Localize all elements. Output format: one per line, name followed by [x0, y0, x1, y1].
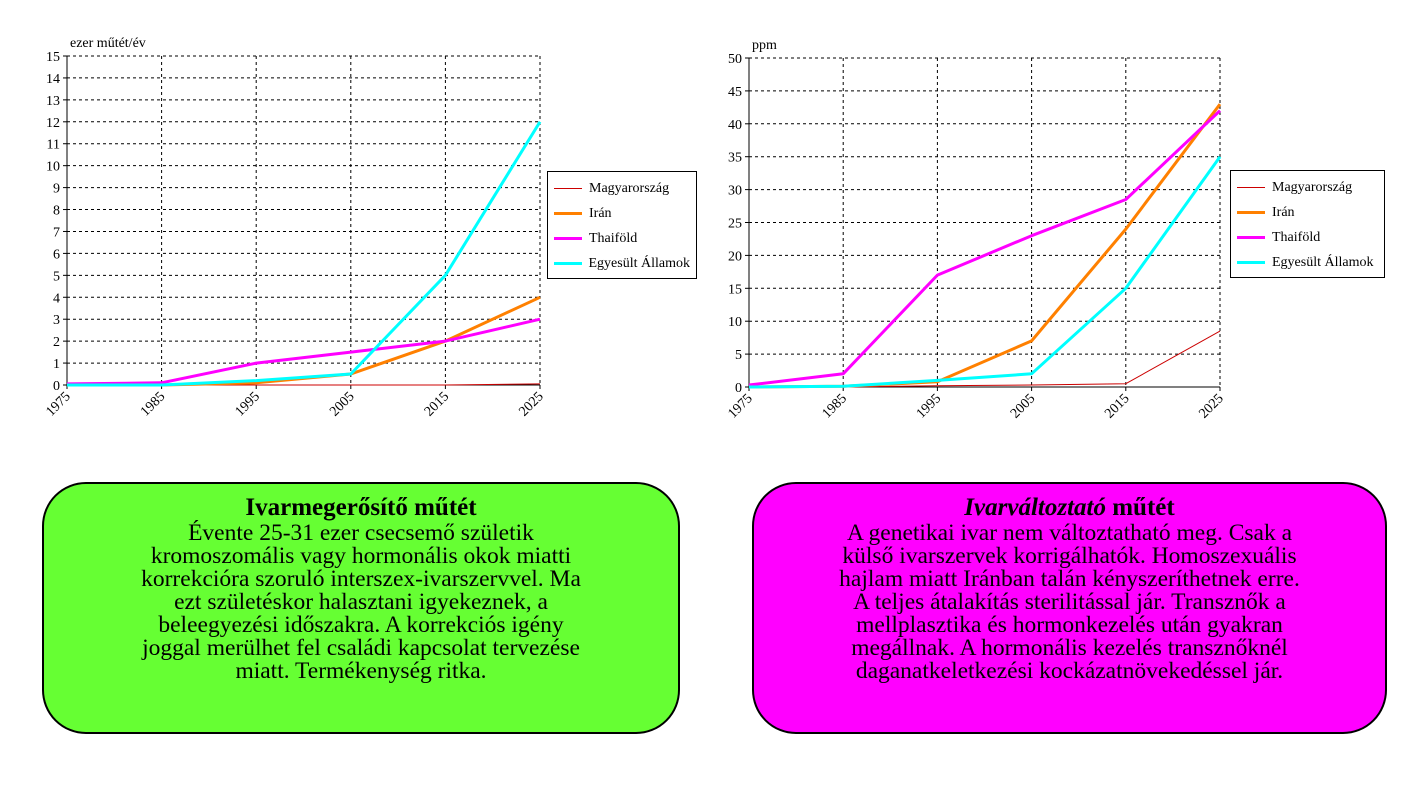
series-line: [748, 109, 1222, 387]
y-tick-label: 0: [735, 381, 742, 396]
x-tick-label: 2025: [1196, 391, 1226, 421]
legend-swatch: [554, 188, 582, 189]
box-line: daganatkeletkezési kockázatnövekedéssel …: [855, 658, 1284, 684]
box-line: hajlam miatt Iránban talán kényszeríthet…: [839, 566, 1300, 592]
legend-label: Magyarország: [589, 180, 670, 196]
y-tick-label: 6: [53, 247, 60, 262]
y-tick-label: 5: [735, 348, 742, 363]
legend-right: Magyarország Irán Thaiföld Egyesült Államok: [1230, 170, 1385, 278]
legend-swatch: [554, 212, 582, 215]
box-body: A genetikai ivar nem változtatható meg. …: [778, 520, 1361, 684]
info-box-sex-reassignment: Ivarváltoztató műtét A genetikai ivar ne…: [752, 482, 1387, 734]
box-line: megállnak. A hormonális kezelés transznő…: [851, 635, 1288, 661]
y-tick-label: 40: [728, 118, 742, 133]
legend-label: Irán: [1272, 204, 1295, 220]
series-line: [748, 155, 1222, 389]
legend-item: Thaiföld: [554, 226, 690, 251]
x-tick-label: 1985: [138, 389, 168, 419]
y-tick-label: 4: [53, 291, 60, 306]
x-tick-label: 2005: [327, 389, 357, 419]
x-tick-label: 1985: [820, 391, 850, 421]
legend-label: Thaiföld: [589, 230, 638, 246]
series-line: [67, 121, 542, 387]
legend-item: Irán: [1237, 200, 1378, 225]
legend-item: Irán: [554, 201, 690, 226]
box-title: Ivarváltoztató műtét: [778, 494, 1361, 522]
legend-swatch: [554, 237, 582, 240]
x-tick-label: 2015: [1102, 391, 1132, 421]
info-box-gender-affirming: Ivarmegerősítő műtét Évente 25-31 ezer c…: [42, 482, 680, 734]
box-title: Ivarmegerősítő műtét: [245, 494, 477, 521]
legend-swatch: [1237, 236, 1265, 239]
y-tick-label: 11: [47, 138, 60, 153]
series-line: [748, 103, 1222, 389]
y-tick-label: 5: [53, 269, 60, 284]
legend-item: Thaiföld: [1237, 225, 1378, 250]
y-tick-label: 35: [728, 151, 742, 166]
legend-swatch: [1237, 211, 1265, 214]
y-tick-label: 3: [53, 313, 60, 328]
box-title-rest: műtét: [1105, 494, 1175, 521]
y-tick-label: 10: [728, 315, 742, 330]
legend-label: Magyarország: [1272, 179, 1353, 195]
box-body: Évente 25-31 ezer csecsemő születik krom…: [68, 520, 654, 684]
box-line: joggal merülhet fel családi kapcsolat te…: [142, 635, 580, 661]
y-tick-label: 9: [53, 182, 60, 197]
box-line: A teljes átalakítás sterilitással jár. T…: [853, 589, 1286, 615]
y-tick-label: 0: [53, 379, 60, 394]
series-line: [749, 330, 1221, 388]
legend-item: Magyarország: [1237, 175, 1378, 200]
y-axis-label: ezer műtét/év: [70, 36, 146, 51]
legend-item: Magyarország: [554, 176, 690, 201]
y-tick-label: 12: [46, 116, 60, 131]
x-tick-label: 1975: [43, 389, 73, 419]
y-tick-label: 10: [46, 160, 60, 175]
legend-label: Thaiföld: [1272, 229, 1321, 245]
y-tick-label: 30: [728, 184, 742, 199]
box-line: mellplasztika és hormonkezelés után gyak…: [856, 612, 1283, 638]
legend-swatch: [1237, 261, 1265, 264]
x-tick-label: 2015: [422, 389, 452, 419]
y-axis-label: ppm: [752, 38, 777, 53]
x-tick-label: 1975: [725, 391, 755, 421]
x-tick-label: 1995: [233, 389, 263, 419]
box-line: beleegyezési időszakra. A korrekciós igé…: [158, 612, 564, 638]
box-line: külső ivarszervek korrigálhatók. Homosze…: [842, 543, 1297, 569]
y-tick-label: 15: [728, 282, 742, 297]
y-tick-label: 2: [53, 335, 60, 350]
y-tick-label: 20: [728, 249, 742, 264]
legend-left: Magyarország Irán Thaiföld Egyesült Államok: [547, 171, 697, 279]
legend-swatch: [1237, 187, 1265, 188]
legend-item: Egyesült Államok: [1237, 250, 1378, 275]
y-tick-label: 50: [728, 52, 742, 67]
y-tick-label: 1: [53, 357, 60, 372]
y-tick-label: 25: [728, 217, 742, 232]
x-tick-label: 1995: [914, 391, 944, 421]
y-tick-label: 8: [53, 204, 60, 219]
box-line: ezt születéskor halasztani igyekeznek, a: [174, 589, 548, 615]
y-tick-label: 45: [728, 85, 742, 100]
box-line: miatt. Termékenység ritka.: [235, 658, 487, 684]
legend-label: Irán: [589, 205, 612, 221]
box-line: kromoszomális vagy hormonális okok miatt…: [150, 543, 572, 569]
box-line: Évente 25-31 ezer csecsemő születik: [188, 520, 534, 546]
legend-swatch: [554, 262, 582, 265]
y-tick-label: 7: [53, 225, 60, 240]
x-tick-label: 2025: [516, 389, 546, 419]
legend-label: Egyesült Államok: [1272, 254, 1374, 270]
y-tick-label: 15: [46, 50, 60, 65]
y-tick-label: 14: [46, 72, 60, 87]
box-title-italic: Ivarváltoztató: [964, 494, 1106, 521]
legend-item: Egyesült Államok: [554, 251, 690, 276]
x-tick-label: 2005: [1008, 391, 1038, 421]
box-line: korrekcióra szoruló interszex-ivarszervv…: [141, 566, 581, 592]
y-tick-label: 13: [46, 94, 60, 109]
legend-label: Egyesült Államok: [588, 255, 691, 271]
box-line: A genetikai ivar nem változtatható meg. …: [846, 520, 1293, 546]
series-line: [66, 317, 541, 386]
